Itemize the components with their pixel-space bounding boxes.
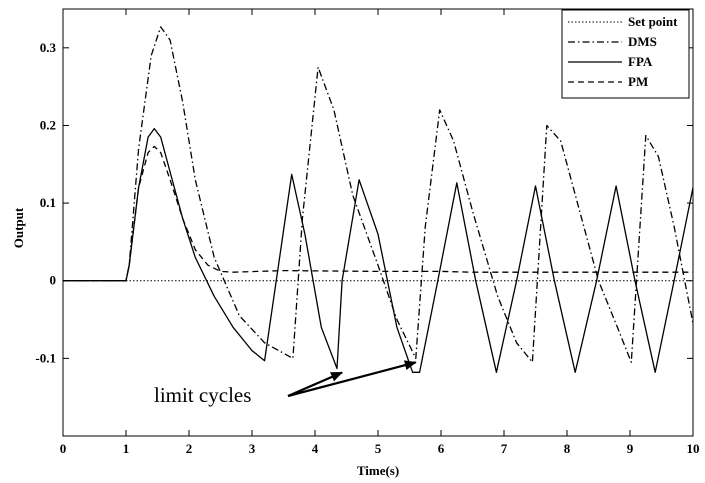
series-line-dms <box>63 26 693 363</box>
y-tick-label: -0.1 <box>35 350 56 365</box>
legend-label: FPA <box>628 54 653 69</box>
x-tick-label: 3 <box>249 441 256 456</box>
x-tick-label: 6 <box>438 441 445 456</box>
legend-label: PM <box>628 74 648 89</box>
annotation-arrows <box>287 360 417 398</box>
x-tick-label: 4 <box>312 441 319 456</box>
x-tick-label: 7 <box>501 441 508 456</box>
y-tick-label: 0.1 <box>40 195 56 210</box>
x-tick-label: 9 <box>627 441 634 456</box>
x-tick-label: 0 <box>60 441 67 456</box>
x-tick-label: 10 <box>687 441 700 456</box>
limit-cycles-annotation: limit cycles <box>154 360 417 407</box>
legend-entries: Set point DMS FPA PM <box>568 14 678 89</box>
legend-label: DMS <box>628 34 657 49</box>
y-tick-label: 0.2 <box>40 117 56 132</box>
x-tick-label: 8 <box>564 441 571 456</box>
x-tick-label: 2 <box>186 441 193 456</box>
legend: Set point DMS FPA PM <box>561 9 690 99</box>
limit-cycles-label: limit cycles <box>154 383 251 407</box>
y-tick-label: 0.3 <box>40 40 57 55</box>
ticks-layer: 0 1 2 3 4 5 6 7 8 9 10 -0.1 0 0.1 0.2 0.3 <box>35 9 700 456</box>
annotation-arrow <box>287 360 417 398</box>
x-tick-label: 5 <box>375 441 382 456</box>
y-tick-label: 0 <box>50 273 57 288</box>
series-line-pm <box>63 145 693 282</box>
series-line-fpa <box>63 127 693 373</box>
legend-box <box>561 9 690 99</box>
annotation-arrow <box>287 371 344 398</box>
series-layer <box>63 26 693 373</box>
x-axis-label: Time(s) <box>357 463 399 478</box>
x-tick-label: 1 <box>123 441 130 456</box>
y-axis-label: Output <box>11 207 26 248</box>
legend-label: Set point <box>628 14 678 29</box>
